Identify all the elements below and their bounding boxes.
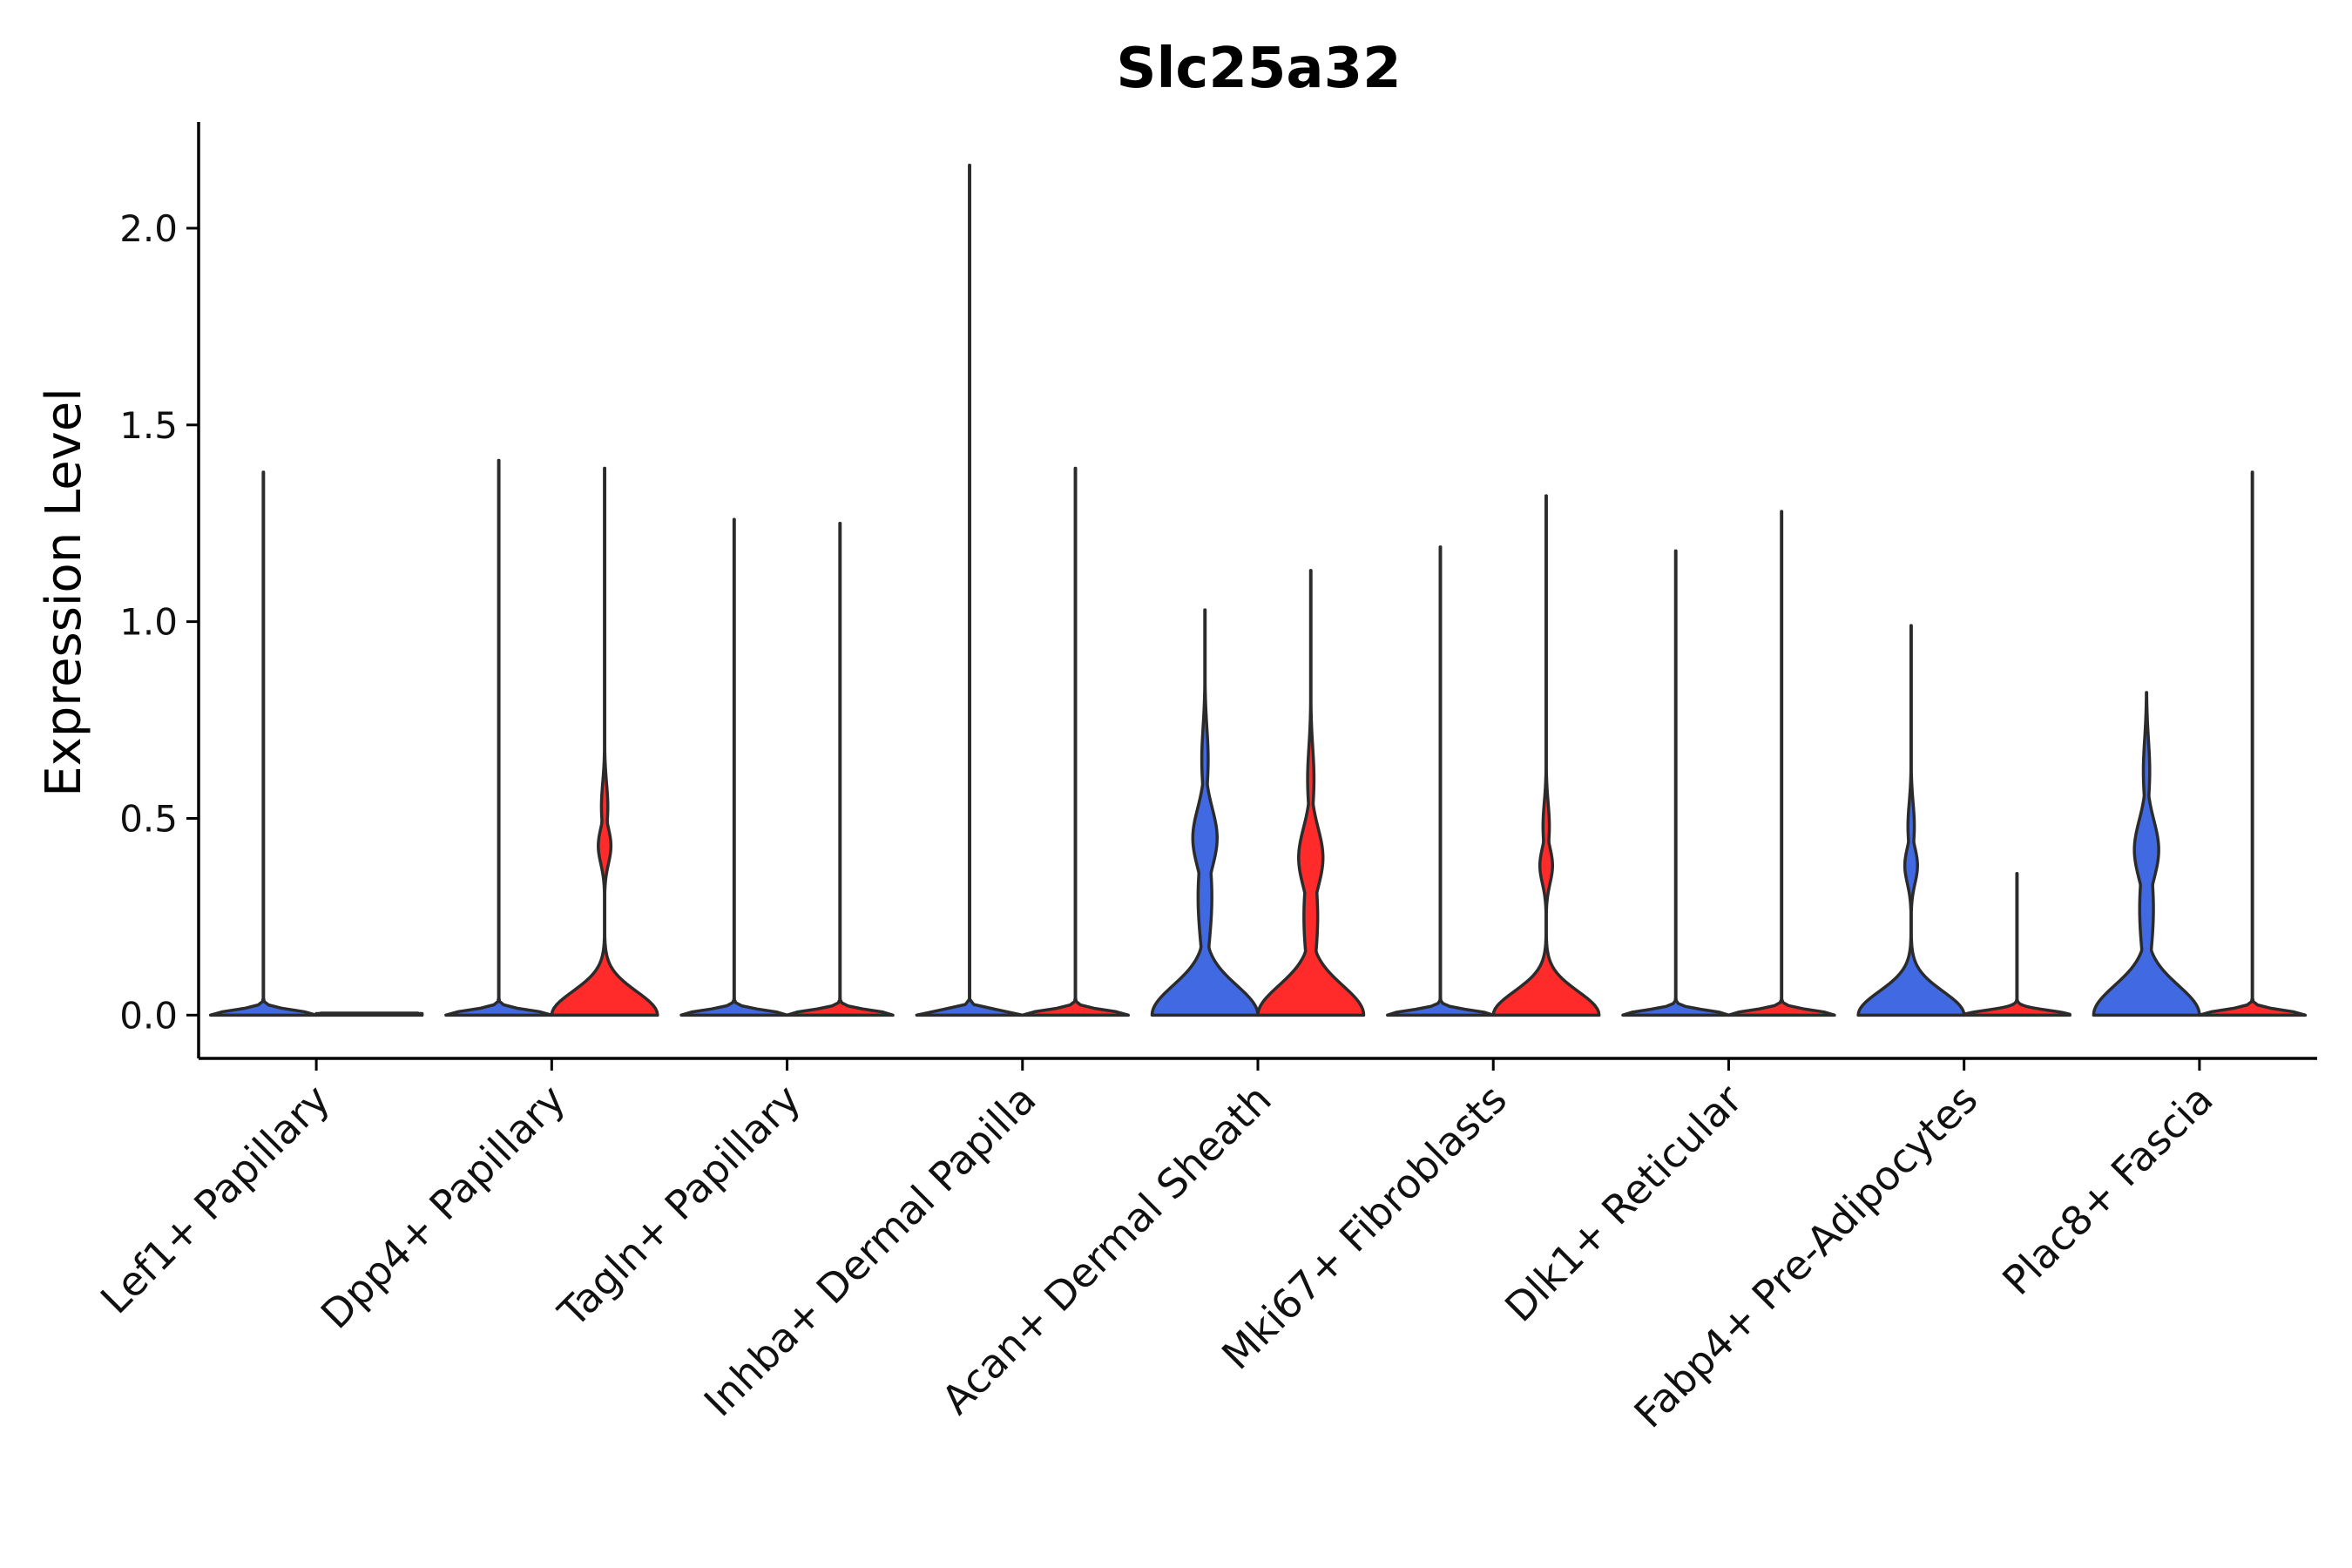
- violin-shape: [208, 470, 318, 1017]
- violin-shape: [444, 458, 554, 1017]
- violin-layer: [208, 163, 2308, 1017]
- x-tick-label: Plac8+ Fascia: [1993, 1076, 2221, 1304]
- x-tick-label: Lef1+ Papillary: [91, 1076, 339, 1323]
- x-tick-label: Tagln+ Papillary: [549, 1076, 810, 1337]
- violin-shape: [785, 521, 895, 1017]
- violin-shape: [1385, 545, 1495, 1017]
- violin-shape: [1856, 624, 1966, 1017]
- y-tick-label: 0.0: [119, 994, 178, 1037]
- violin-shape: [550, 466, 659, 1017]
- violin-shape: [1021, 466, 1131, 1017]
- y-tick-label: 1.5: [119, 404, 178, 447]
- violin-shape: [1621, 549, 1731, 1017]
- y-tick-label: 0.5: [119, 797, 178, 840]
- violin-shape: [1727, 510, 1836, 1017]
- x-tick-label: Dlk1+ Reticular: [1496, 1076, 1751, 1331]
- violin-shape: [915, 163, 1024, 1017]
- violin-shape: [1256, 569, 1366, 1017]
- y-axis-ticks: 0.0 0.5 1.0 1.5 2.0: [119, 207, 199, 1037]
- violin-shape: [1962, 871, 2072, 1017]
- violin-shape: [679, 517, 789, 1017]
- violin-shape: [314, 1011, 424, 1017]
- y-axis-label: Expression Level: [36, 388, 92, 797]
- y-tick-label: 2.0: [119, 207, 178, 250]
- violin-shape: [1491, 494, 1601, 1017]
- axes: [197, 122, 2317, 1060]
- violin-shape: [2198, 470, 2308, 1017]
- chart-title: Slc25a32: [1116, 37, 1401, 101]
- x-tick-label: Dpp4+ Papillary: [312, 1076, 574, 1338]
- violin-shape: [1150, 608, 1260, 1017]
- y-tick-label: 1.0: [119, 601, 178, 644]
- violin-shape: [2092, 691, 2201, 1017]
